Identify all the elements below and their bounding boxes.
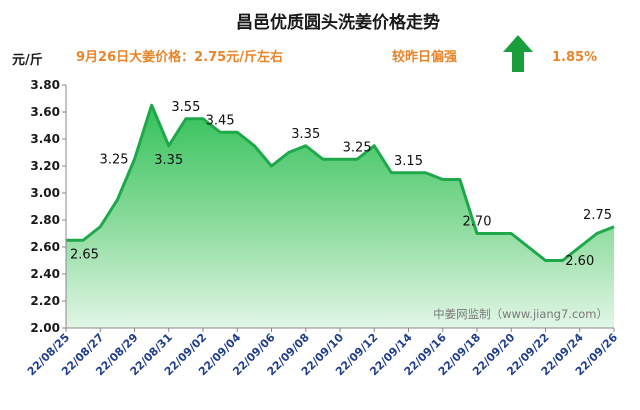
series-area	[66, 105, 614, 328]
y-axis: 2.00 2.20 2.40 2.60 2.80 3.00 3.20 3.40 3.60 3.80	[30, 78, 66, 335]
compare-text: 较昨日偏强	[392, 49, 457, 65]
data-label: 3.25	[100, 152, 129, 167]
y-tick-label: 2.00	[30, 321, 60, 335]
up-arrow-icon	[503, 35, 533, 72]
price-info-text: 9月26日大姜价格：2.75元/斤左右	[76, 49, 283, 65]
y-axis-unit: 元/斤	[12, 52, 43, 68]
data-label: 3.25	[343, 140, 372, 155]
watermark: 中姜网监制（www.jiang7.com）	[433, 307, 608, 321]
y-tick-label: 2.80	[30, 213, 60, 227]
y-tick-label: 2.60	[30, 240, 60, 254]
y-tick-label: 3.60	[30, 105, 60, 119]
y-tick-label: 2.40	[30, 267, 60, 281]
chart-title: 昌邑优质圆头洗姜价格走势	[236, 12, 440, 33]
data-label: 3.35	[291, 127, 320, 142]
data-label: 3.35	[154, 153, 183, 168]
data-label: 3.45	[206, 113, 235, 128]
data-labels: 2.65 3.25 3.35 3.55 3.45 3.35 3.25 3.15 2.70 2.60…	[70, 100, 612, 269]
data-label: 2.75	[583, 208, 612, 223]
change-percent: 1.85%	[552, 50, 597, 65]
y-tick-label: 3.40	[30, 132, 60, 146]
plot-area	[66, 103, 615, 328]
y-tick-label: 2.20	[30, 294, 60, 308]
y-tick-label: 3.00	[30, 186, 60, 200]
y-tick-label: 3.20	[30, 159, 60, 173]
series-line	[66, 103, 615, 262]
data-label: 2.60	[565, 254, 594, 269]
y-tick-label: 3.80	[30, 78, 60, 92]
data-label: 3.15	[394, 154, 423, 169]
x-axis: 22/08/2522/08/2722/08/2922/08/3122/09/02…	[25, 328, 620, 378]
data-label: 2.70	[463, 215, 492, 230]
data-label: 2.65	[70, 247, 99, 262]
data-label: 3.55	[171, 100, 200, 115]
